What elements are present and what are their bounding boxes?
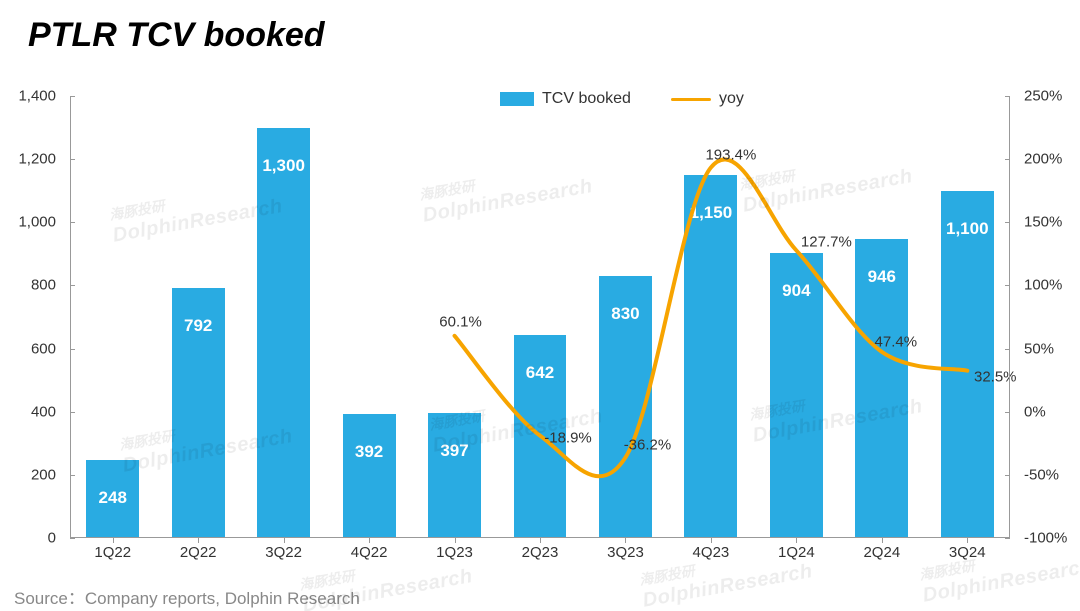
x-tick: 4Q23 xyxy=(693,544,730,561)
y-right-tick: -100% xyxy=(1024,530,1067,547)
y-axis-left-line xyxy=(70,96,71,538)
y-left-tick: 600 xyxy=(31,340,56,357)
plot-area: 02004006008001,0001,2001,400 -100%-50%0%… xyxy=(70,96,1010,538)
x-tick: 2Q22 xyxy=(180,544,217,561)
chart-container: PTLR TCV booked TCV bookedyoy 0200400600… xyxy=(0,0,1080,611)
y-left-tick: 1,400 xyxy=(18,88,56,105)
y-right-tick: -50% xyxy=(1024,466,1059,483)
y-left-tick: 400 xyxy=(31,403,56,420)
y-right-tick: 50% xyxy=(1024,340,1054,357)
yoy-value-label: 193.4% xyxy=(705,147,756,164)
x-tick: 2Q23 xyxy=(522,544,559,561)
y-right-tick: 150% xyxy=(1024,214,1062,231)
yoy-value-label: 127.7% xyxy=(801,234,852,251)
y-axis-right-line xyxy=(1009,96,1010,538)
source-text: Source：Company reports, Dolphin Research xyxy=(14,584,360,609)
y-right-tick: 250% xyxy=(1024,88,1062,105)
x-tick: 3Q24 xyxy=(949,544,986,561)
y-left-tick: 1,200 xyxy=(18,151,56,168)
y-left-tick: 1,000 xyxy=(18,214,56,231)
x-tick: 1Q24 xyxy=(778,544,815,561)
chart-title: PTLR TCV booked xyxy=(28,16,325,55)
x-tick: 2Q24 xyxy=(863,544,900,561)
x-tick: 1Q22 xyxy=(94,544,131,561)
yoy-value-label: 60.1% xyxy=(439,313,482,330)
y-left-tick: 800 xyxy=(31,277,56,294)
yoy-value-label: 47.4% xyxy=(875,333,918,350)
y-right-tick: 100% xyxy=(1024,277,1062,294)
yoy-value-label: -36.2% xyxy=(624,437,672,454)
y-right-tick: 200% xyxy=(1024,151,1062,168)
x-tick: 1Q23 xyxy=(436,544,473,561)
yoy-value-label: 32.5% xyxy=(974,368,1017,385)
x-tick: 3Q23 xyxy=(607,544,644,561)
y-left-tick: 200 xyxy=(31,466,56,483)
y-left-tick: 0 xyxy=(48,530,56,547)
y-right-tick: 0% xyxy=(1024,403,1046,420)
yoy-value-label: -18.9% xyxy=(544,429,592,446)
x-tick: 4Q22 xyxy=(351,544,388,561)
x-tick: 3Q22 xyxy=(265,544,302,561)
yoy-labels: 60.1%-18.9%-36.2%193.4%127.7%47.4%32.5% xyxy=(70,96,1010,538)
